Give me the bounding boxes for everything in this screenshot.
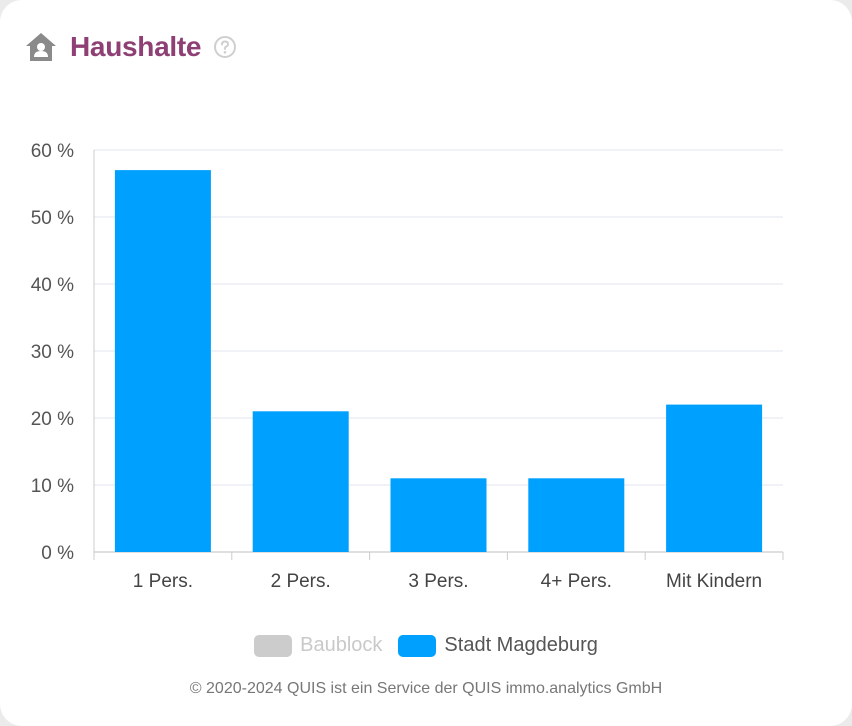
y-tick-label: 50 %: [31, 208, 74, 229]
bar[interactable]: [114, 170, 211, 552]
y-tick-label: 30 %: [31, 342, 74, 363]
bar[interactable]: [528, 478, 625, 552]
bar[interactable]: [252, 411, 349, 552]
x-tick-label: 4+ Pers.: [541, 571, 612, 592]
card-header: Haushalte: [24, 28, 237, 66]
legend-label-stadt-magdeburg: Stadt Magdeburg: [444, 634, 598, 656]
question-circle-icon[interactable]: [213, 35, 237, 59]
y-tick-label: 20 %: [31, 409, 74, 430]
y-tick-label: 0 %: [41, 543, 74, 564]
bar[interactable]: [390, 478, 487, 552]
chart-legend: Baublock Stadt Magdeburg: [0, 634, 852, 657]
bar-chart: 0 % 10 % 20 % 30 % 40 % 50 % 60 % 1 Pers. 2 Pers…: [31, 141, 784, 592]
y-tick-label: 10 %: [31, 476, 74, 497]
legend-swatch-stadt-magdeburg: [398, 634, 437, 657]
x-tick-label: 2 Pers.: [271, 571, 331, 592]
x-tick-label: 1 Pers.: [133, 571, 193, 592]
legend-item-stadt-magdeburg[interactable]: Stadt Magdeburg: [398, 634, 598, 657]
legend-label-baublock: Baublock: [300, 634, 383, 656]
legend-swatch-baublock: [254, 634, 293, 657]
y-tick-label: 60 %: [31, 141, 74, 162]
y-tick-label: 40 %: [31, 275, 74, 296]
bar[interactable]: [666, 404, 763, 552]
page-title: Haushalte: [70, 31, 202, 62]
legend-item-baublock[interactable]: Baublock: [254, 634, 382, 657]
x-tick-label: 3 Pers.: [408, 571, 468, 592]
x-tick-label: Mit Kindern: [666, 571, 762, 592]
home-person-icon: [26, 33, 56, 61]
copyright-footer: © 2020-2024 QUIS ist ein Service der QUI…: [189, 680, 663, 697]
